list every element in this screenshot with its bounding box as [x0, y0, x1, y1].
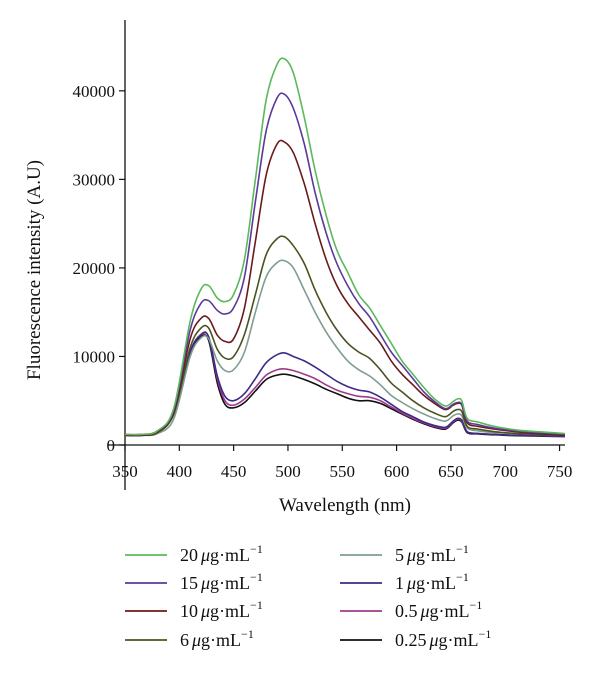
- legend-unit: g·mL: [416, 573, 456, 593]
- legend-value: 20: [180, 545, 198, 565]
- legend-unit: g·mL: [210, 573, 250, 593]
- legend-unit-exponent: −1: [456, 570, 469, 584]
- series-line-6: [124, 235, 566, 437]
- legend-label: 15 μg·mL−1: [180, 570, 263, 593]
- legend-value: 10: [180, 601, 198, 621]
- x-tick-label: 400: [167, 462, 193, 481]
- series-line-20: [124, 57, 566, 436]
- legend-label: 0.25 μg·mL−1: [395, 627, 491, 650]
- legend-unit-prefix: μ: [420, 601, 430, 621]
- x-tick-label: 550: [330, 462, 356, 481]
- series-line-15: [124, 92, 566, 436]
- x-tick-label: 600: [384, 462, 410, 481]
- legend-unit: g·mL: [439, 630, 479, 650]
- legend: 20 μg·mL−115 μg·mL−110 μg·mL−16 μg·mL−15 μg·m…: [125, 542, 491, 650]
- legend-value: 0.25: [395, 630, 427, 650]
- legend-unit-prefix: μ: [429, 630, 439, 650]
- series-lines: [124, 57, 566, 438]
- legend-label: 1 μg·mL−1: [395, 570, 469, 593]
- x-tick-label: 650: [438, 462, 464, 481]
- legend-unit-exponent: −1: [250, 598, 263, 612]
- legend-value: 6: [180, 630, 189, 650]
- series-line-1: [124, 331, 566, 437]
- x-axis-title: Wavelength (nm): [279, 495, 411, 516]
- series-line-5: [124, 259, 566, 437]
- legend-value: 1: [395, 573, 404, 593]
- y-tick-label: 10000: [73, 347, 116, 366]
- legend-unit: g·mL: [210, 545, 250, 565]
- legend-unit-prefix: μ: [200, 545, 210, 565]
- legend-label: 10 μg·mL−1: [180, 598, 263, 621]
- y-tick-label: 20000: [73, 259, 116, 278]
- y-tick-label: 40000: [73, 82, 116, 101]
- x-tick-label: 450: [221, 462, 247, 481]
- legend-unit-prefix: μ: [200, 573, 210, 593]
- y-axis-title: Fluorescence intensity (A.U): [24, 160, 45, 380]
- legend-unit: g·mL: [416, 545, 456, 565]
- legend-value: 15: [180, 573, 198, 593]
- legend-unit-prefix: μ: [200, 601, 210, 621]
- legend-label: 5 μg·mL−1: [395, 542, 469, 565]
- legend-unit: g·mL: [430, 601, 470, 621]
- x-tick-label: 750: [547, 462, 573, 481]
- y-tick-label: 30000: [73, 170, 116, 189]
- legend-value: 5: [395, 545, 404, 565]
- y-tick-label: 0: [107, 436, 116, 455]
- legend-unit: g·mL: [201, 630, 241, 650]
- legend-label: 20 μg·mL−1: [180, 542, 263, 565]
- legend-unit: g·mL: [210, 601, 250, 621]
- legend-unit-prefix: μ: [406, 573, 416, 593]
- series-line-10: [124, 139, 566, 437]
- legend-unit-exponent: −1: [470, 598, 483, 612]
- legend-unit-exponent: −1: [456, 542, 469, 556]
- legend-unit-prefix: μ: [191, 630, 201, 650]
- legend-unit-prefix: μ: [406, 545, 416, 565]
- legend-label: 6 μg·mL−1: [180, 627, 254, 650]
- x-tick-label: 350: [112, 462, 138, 481]
- legend-unit-exponent: −1: [241, 627, 254, 641]
- x-tick-label: 500: [275, 462, 301, 481]
- legend-unit-exponent: −1: [479, 627, 492, 641]
- legend-unit-exponent: −1: [250, 542, 263, 556]
- legend-unit-exponent: −1: [250, 570, 263, 584]
- x-tick-label: 700: [492, 462, 518, 481]
- legend-value: 0.5: [395, 601, 418, 621]
- legend-label: 0.5 μg·mL−1: [395, 598, 482, 621]
- axes: 0 10000 20000 30000 40000 350 400 450 500 550 600 6…: [73, 20, 573, 490]
